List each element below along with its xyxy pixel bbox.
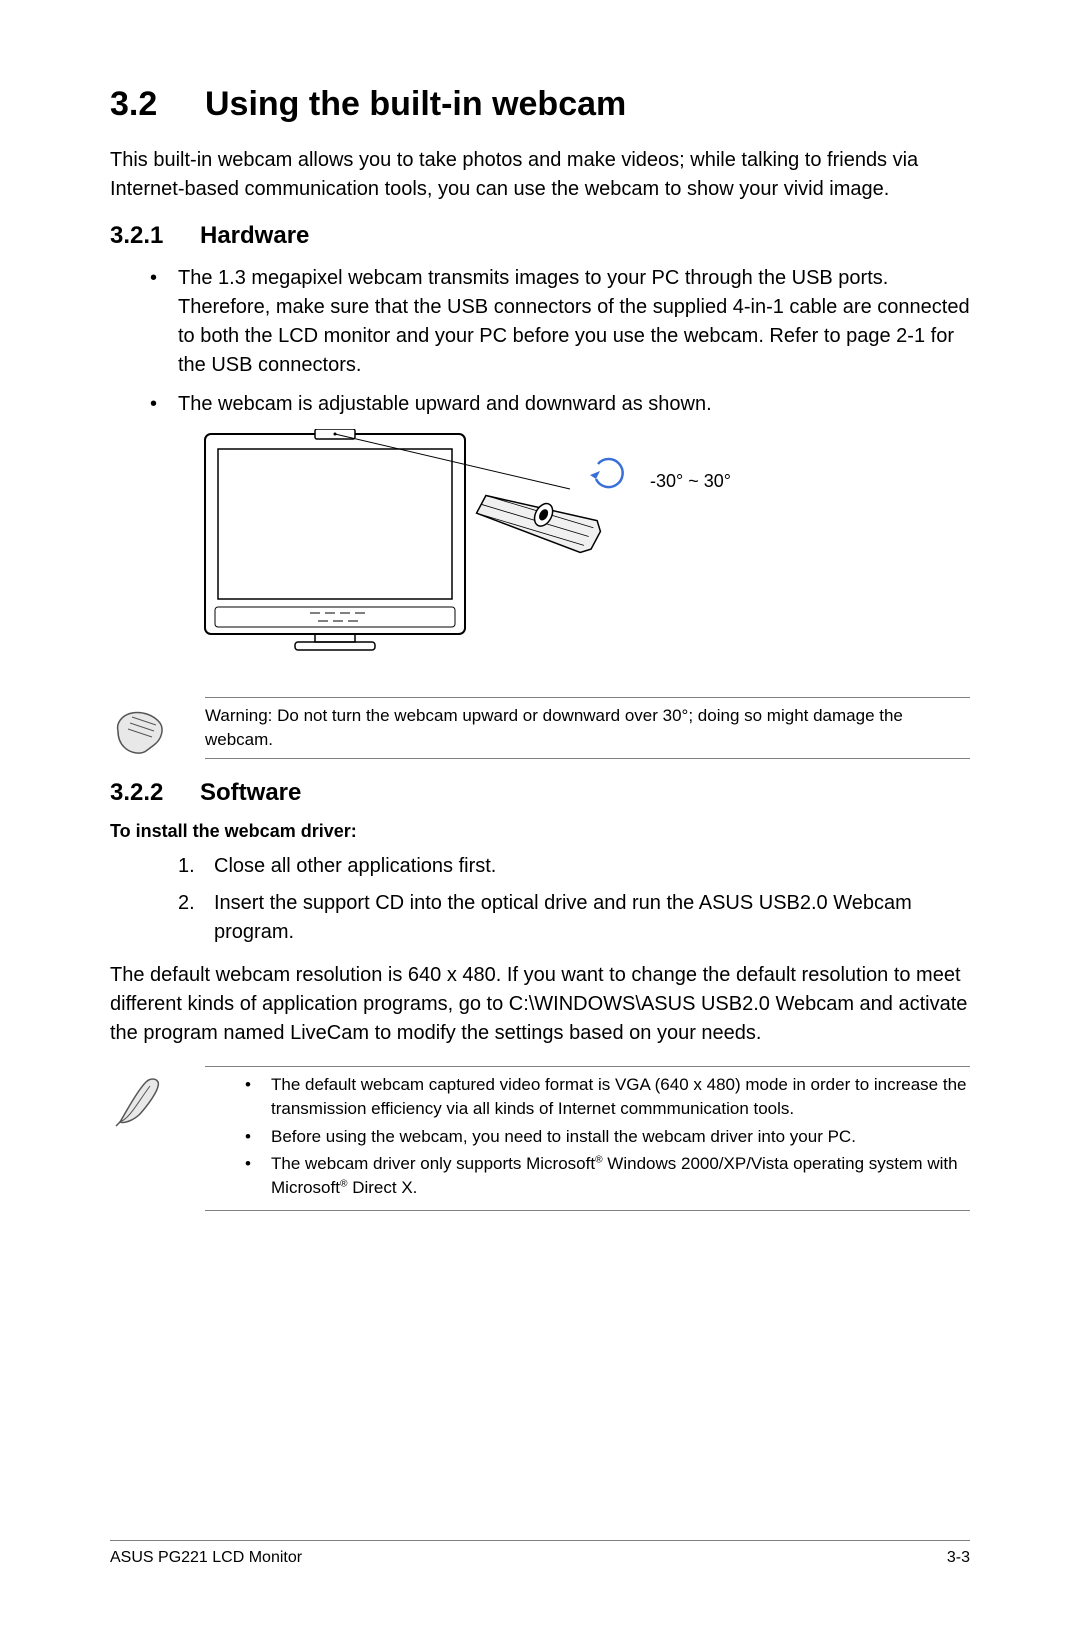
hw-bullet-2: The webcam is adjustable upward and down… <box>150 390 970 419</box>
note-rule-bottom <box>205 1210 970 1211</box>
note-1: The default webcam captured video format… <box>245 1073 970 1121</box>
hand-warning-icon <box>110 703 170 758</box>
subsection-software: 3.2.2Software <box>110 779 970 807</box>
hardware-bullets: The 1.3 megapixel webcam transmits image… <box>110 264 970 419</box>
section-number: 3.2 <box>110 85 205 124</box>
hw-bullet-1: The 1.3 megapixel webcam transmits image… <box>150 264 970 380</box>
footer-left: ASUS PG221 LCD Monitor <box>110 1549 302 1567</box>
sub1-number: 3.2.1 <box>110 222 200 250</box>
section-title: Using the built-in webcam <box>205 85 626 123</box>
footer-right: 3-3 <box>947 1549 970 1567</box>
warning-block: Warning: Do not turn the webcam upward o… <box>110 697 970 763</box>
install-steps: 1.Close all other applications first. 2.… <box>110 852 970 947</box>
warning-text: Warning: Do not turn the webcam upward o… <box>205 698 970 758</box>
sub1-title: Hardware <box>200 222 309 249</box>
install-step-2: 2.Insert the support CD into the optical… <box>178 889 970 947</box>
page: 3.2Using the built-in webcam This built-… <box>0 0 1080 1627</box>
install-heading: To install the webcam driver: <box>110 821 970 842</box>
software-paragraph: The default webcam resolution is 640 x 4… <box>110 961 970 1048</box>
note-block: The default webcam captured video format… <box>110 1066 970 1211</box>
note-3: The webcam driver only supports Microsof… <box>245 1152 970 1200</box>
pen-note-icon <box>110 1072 170 1132</box>
monitor-illustration <box>200 429 630 669</box>
subsection-hardware: 3.2.1Hardware <box>110 222 970 250</box>
note-2: Before using the webcam, you need to ins… <box>245 1125 970 1149</box>
footer-rule <box>110 1540 970 1541</box>
angle-label: -30° ~ 30° <box>650 471 731 492</box>
sub2-number: 3.2.2 <box>110 779 200 807</box>
install-step-1: 1.Close all other applications first. <box>178 852 970 881</box>
monitor-figure: -30° ~ 30° <box>110 429 970 679</box>
sub2-title: Software <box>200 779 301 806</box>
intro-paragraph: This built-in webcam allows you to take … <box>110 146 970 204</box>
section-heading: 3.2Using the built-in webcam <box>110 85 970 124</box>
warning-rule-bottom <box>205 758 970 759</box>
page-footer: ASUS PG221 LCD Monitor 3-3 <box>110 1540 970 1567</box>
note-bullets: The default webcam captured video format… <box>205 1067 970 1210</box>
